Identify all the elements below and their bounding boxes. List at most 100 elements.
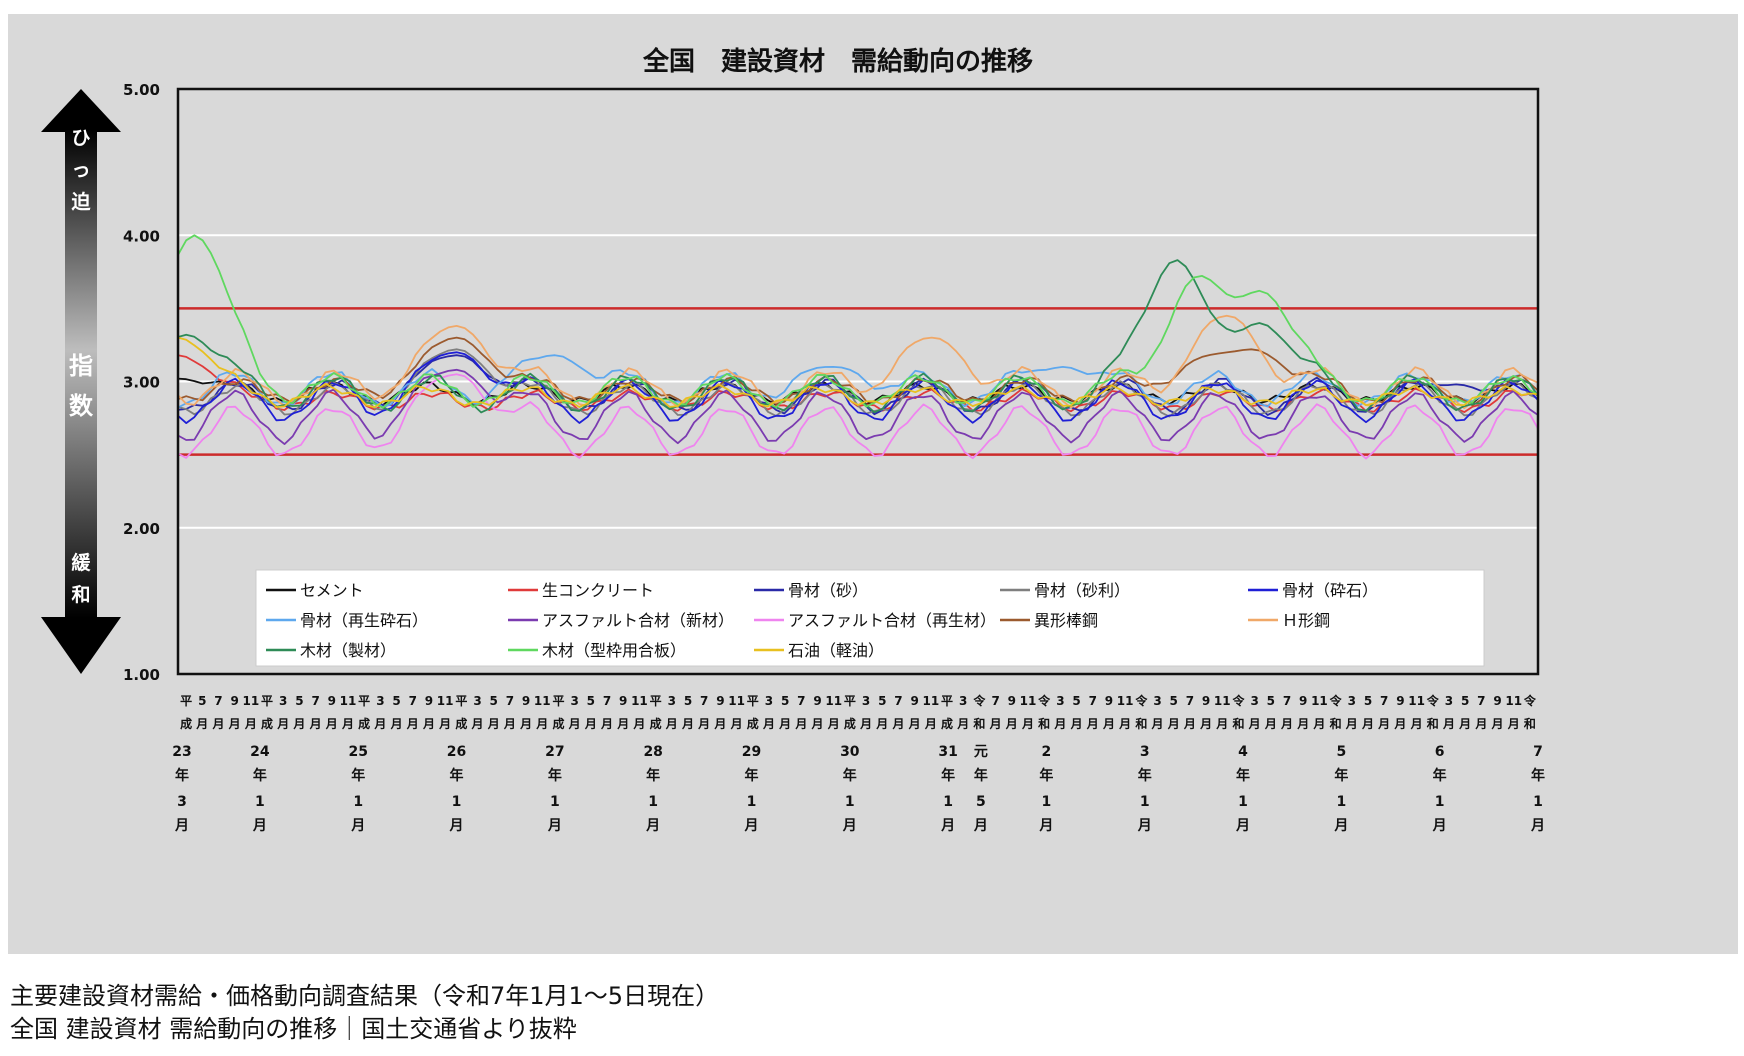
- x-year-label-part: 24: [250, 744, 270, 760]
- x-year-label-part: 3: [1140, 744, 1150, 760]
- x-month-label: 7: [214, 694, 222, 708]
- x-year-label-part: 年: [1039, 767, 1053, 784]
- x-year-label: 25 年 1 月: [348, 744, 367, 834]
- x-month-label-2: 月: [1280, 717, 1293, 731]
- x-month-label: 令: [1231, 693, 1245, 708]
- x-month-label-2: 成: [180, 716, 192, 731]
- x-month-label: 7: [991, 694, 999, 708]
- x-month-label: 9: [1396, 694, 1404, 708]
- y-axis-ticks: 1.00 2.00 3.00 4.00 5.00: [123, 81, 160, 684]
- x-month-label: 5: [1267, 694, 1275, 708]
- x-month-label: 11: [1214, 694, 1231, 708]
- x-month-label-2: 月: [1118, 717, 1131, 731]
- x-year-label: 26 年 1 月: [447, 744, 466, 834]
- legend-item: 石油（軽油）: [754, 641, 884, 660]
- x-year-label: 6 年 1 月: [1432, 744, 1447, 834]
- series-line: [177, 368, 1539, 445]
- x-month-label-2: 月: [713, 717, 726, 731]
- x-year-label-part: 月: [645, 818, 660, 834]
- x-month-label-2: 月: [1458, 717, 1471, 731]
- x-month-label: 11: [340, 694, 357, 708]
- x-month-label: 9: [813, 694, 821, 708]
- x-year-label-part: 月: [1235, 818, 1250, 834]
- legend-item: Ｈ形鋼: [1248, 611, 1330, 630]
- x-axis-labels: 平成5月7月9月11月平成3月5月7月9月11月平成3月5月7月9月11月平成3…: [172, 693, 1545, 834]
- x-year-label-part: 1: [1238, 794, 1248, 810]
- chart-title: 全国 建設資材 需給動向の推移: [642, 46, 1033, 77]
- x-month-label: 11: [1311, 694, 1328, 708]
- x-year-label-part: 1: [550, 794, 560, 810]
- x-month-label: 平: [552, 694, 564, 708]
- x-month-label: 7: [311, 694, 319, 708]
- x-month-label-2: 月: [503, 717, 516, 731]
- x-month-label: 7: [894, 694, 902, 708]
- x-month-label: 9: [1493, 694, 1501, 708]
- x-month-label: 3: [862, 694, 870, 708]
- x-year-label-part: 1: [1042, 794, 1052, 810]
- x-month-label-2: 月: [438, 717, 451, 731]
- x-month-label-2: 月: [1345, 717, 1358, 731]
- legend-box: [255, 569, 1485, 667]
- x-month-label-2: 成: [261, 716, 273, 731]
- y-tick-label: 1.00: [123, 666, 160, 684]
- x-month-label-2: 成: [844, 716, 856, 731]
- x-year-label: 27 年 1 月: [545, 744, 564, 834]
- side-label-tight: ひっ迫: [71, 127, 90, 213]
- x-year-label: 29 年 1 月: [742, 744, 761, 834]
- x-month-label-2: 成: [455, 716, 467, 731]
- x-month-label-2: 月: [730, 717, 743, 731]
- x-month-label: 3: [279, 694, 287, 708]
- x-year-label: 3 年 1 月: [1137, 744, 1152, 834]
- x-month-label-2: 月: [1361, 717, 1374, 731]
- x-year-label-part: 1: [1336, 794, 1346, 810]
- x-year-label-part: 月: [743, 818, 758, 834]
- x-month-label-2: 月: [373, 717, 386, 731]
- x-year-label-part: 月: [1530, 818, 1545, 834]
- x-month-label-2: 和: [1329, 716, 1342, 731]
- x-month-label: 3: [376, 694, 384, 708]
- x-month-label-2: 月: [211, 717, 224, 731]
- x-year-label: 7 年 1 月: [1530, 744, 1545, 834]
- legend-item: 骨材（砂）: [754, 581, 868, 600]
- x-month-label-2: 月: [422, 717, 435, 731]
- x-month-label-2: 月: [487, 717, 500, 731]
- x-month-label: 平: [747, 694, 759, 708]
- x-year-label-part: 1: [255, 794, 265, 810]
- x-month-label: 7: [506, 694, 514, 708]
- legend-item: 骨材（砕石）: [1248, 581, 1378, 600]
- legend-item: 異形棒鋼: [1000, 611, 1098, 630]
- y-tick-label: 2.00: [123, 520, 160, 538]
- x-year-label-part: 年: [843, 767, 857, 784]
- x-month-label-2: 月: [891, 717, 904, 731]
- y-tick-label: 4.00: [123, 227, 160, 245]
- x-year-label: 5 年 1 月: [1333, 744, 1348, 834]
- x-year-label-part: 月: [547, 818, 562, 834]
- x-month-label-2: 月: [1053, 717, 1066, 731]
- legend-item: アスファルト合材（新材）: [508, 611, 734, 630]
- x-year-label-part: 26: [447, 744, 466, 760]
- x-year-label-part: 年: [548, 767, 562, 784]
- x-month-label-2: 月: [584, 717, 597, 731]
- x-month-label-2: 月: [616, 717, 629, 731]
- x-year-label-part: 5: [1336, 744, 1346, 760]
- series-line: [177, 314, 1539, 410]
- x-month-label-2: 和: [1134, 716, 1147, 731]
- x-month-label: 7: [1283, 694, 1291, 708]
- x-year-label-part: 1: [1435, 794, 1445, 810]
- x-month-label: 7: [797, 694, 805, 708]
- x-year-label-part: 月: [940, 818, 955, 834]
- x-year-label: 元年 5 月: [973, 744, 988, 834]
- x-month-label-2: 成: [747, 716, 759, 731]
- side-label-char: 緩: [71, 551, 91, 574]
- x-month-label-2: 月: [228, 717, 241, 731]
- x-year-label-part: 2: [1042, 744, 1052, 760]
- x-month-label: 11: [1020, 694, 1037, 708]
- x-month-label-2: 月: [859, 717, 872, 731]
- x-month-label: 平: [844, 694, 856, 708]
- x-year-label-part: 年: [744, 767, 758, 784]
- x-year-label-part: 年: [253, 767, 267, 784]
- x-month-label-2: 月: [697, 717, 710, 731]
- x-month-label: 7: [1089, 694, 1097, 708]
- x-year-label-part: 27: [545, 744, 564, 760]
